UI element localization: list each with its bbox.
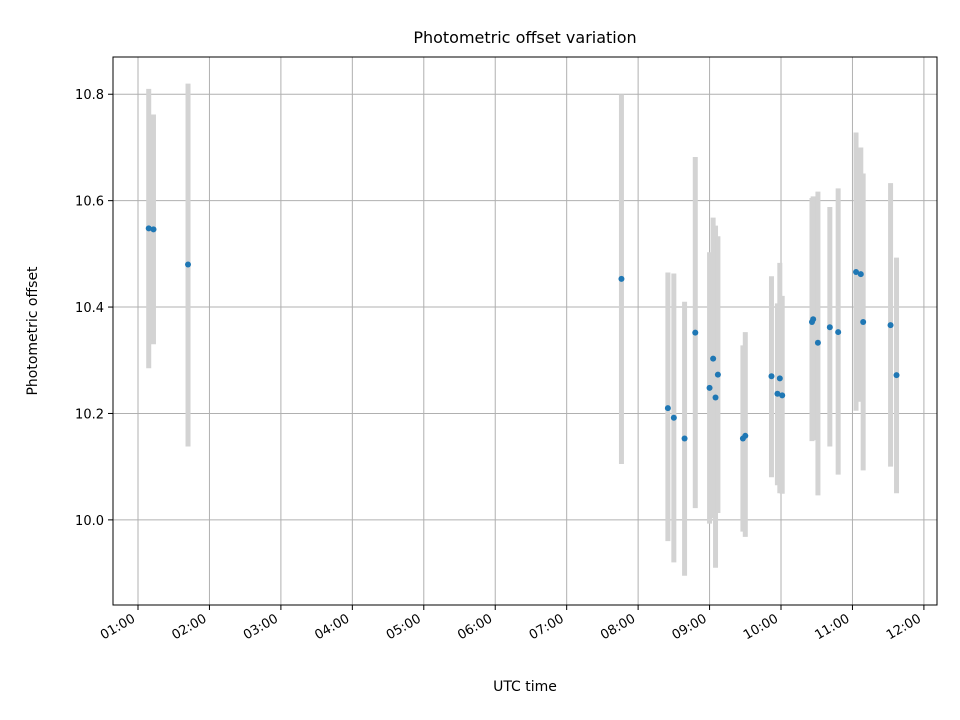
data-point (810, 316, 817, 323)
data-point (742, 432, 749, 439)
data-point (779, 392, 786, 399)
data-point (692, 329, 699, 336)
data-point (618, 275, 625, 282)
data-point (835, 329, 842, 336)
y-tick-label: 10.6 (75, 195, 104, 210)
data-point (887, 322, 894, 329)
y-tick-label: 10.2 (75, 407, 104, 422)
data-point (893, 372, 900, 379)
data-point (710, 355, 717, 362)
data-point (185, 261, 192, 268)
y-axis-ticks: 10.0 10.2 10.4 10.6 10.8 (75, 88, 113, 529)
data-point (714, 371, 721, 378)
data-point (712, 394, 719, 401)
data-point (145, 225, 152, 232)
data-point (814, 339, 821, 346)
data-point (768, 373, 775, 380)
y-tick-label: 10.8 (75, 88, 104, 103)
data-point (826, 324, 833, 331)
y-axis-label: Photometric offset (25, 266, 41, 396)
y-tick-label: 10.0 (75, 514, 104, 529)
data-point (681, 435, 688, 442)
plot-frame (112, 56, 938, 606)
data-point (150, 226, 157, 233)
data-point (774, 390, 781, 397)
data-point (860, 318, 867, 325)
data-point (670, 414, 677, 421)
data-point (776, 375, 783, 382)
data-points (145, 225, 900, 442)
y-tick-label: 10.4 (75, 301, 104, 316)
data-point (853, 268, 860, 275)
data-point (664, 405, 671, 412)
data-point (857, 271, 864, 278)
data-point (706, 384, 713, 391)
x-axis-label: UTC time (493, 679, 557, 695)
chart-title: Photometric offset variation (413, 28, 636, 47)
